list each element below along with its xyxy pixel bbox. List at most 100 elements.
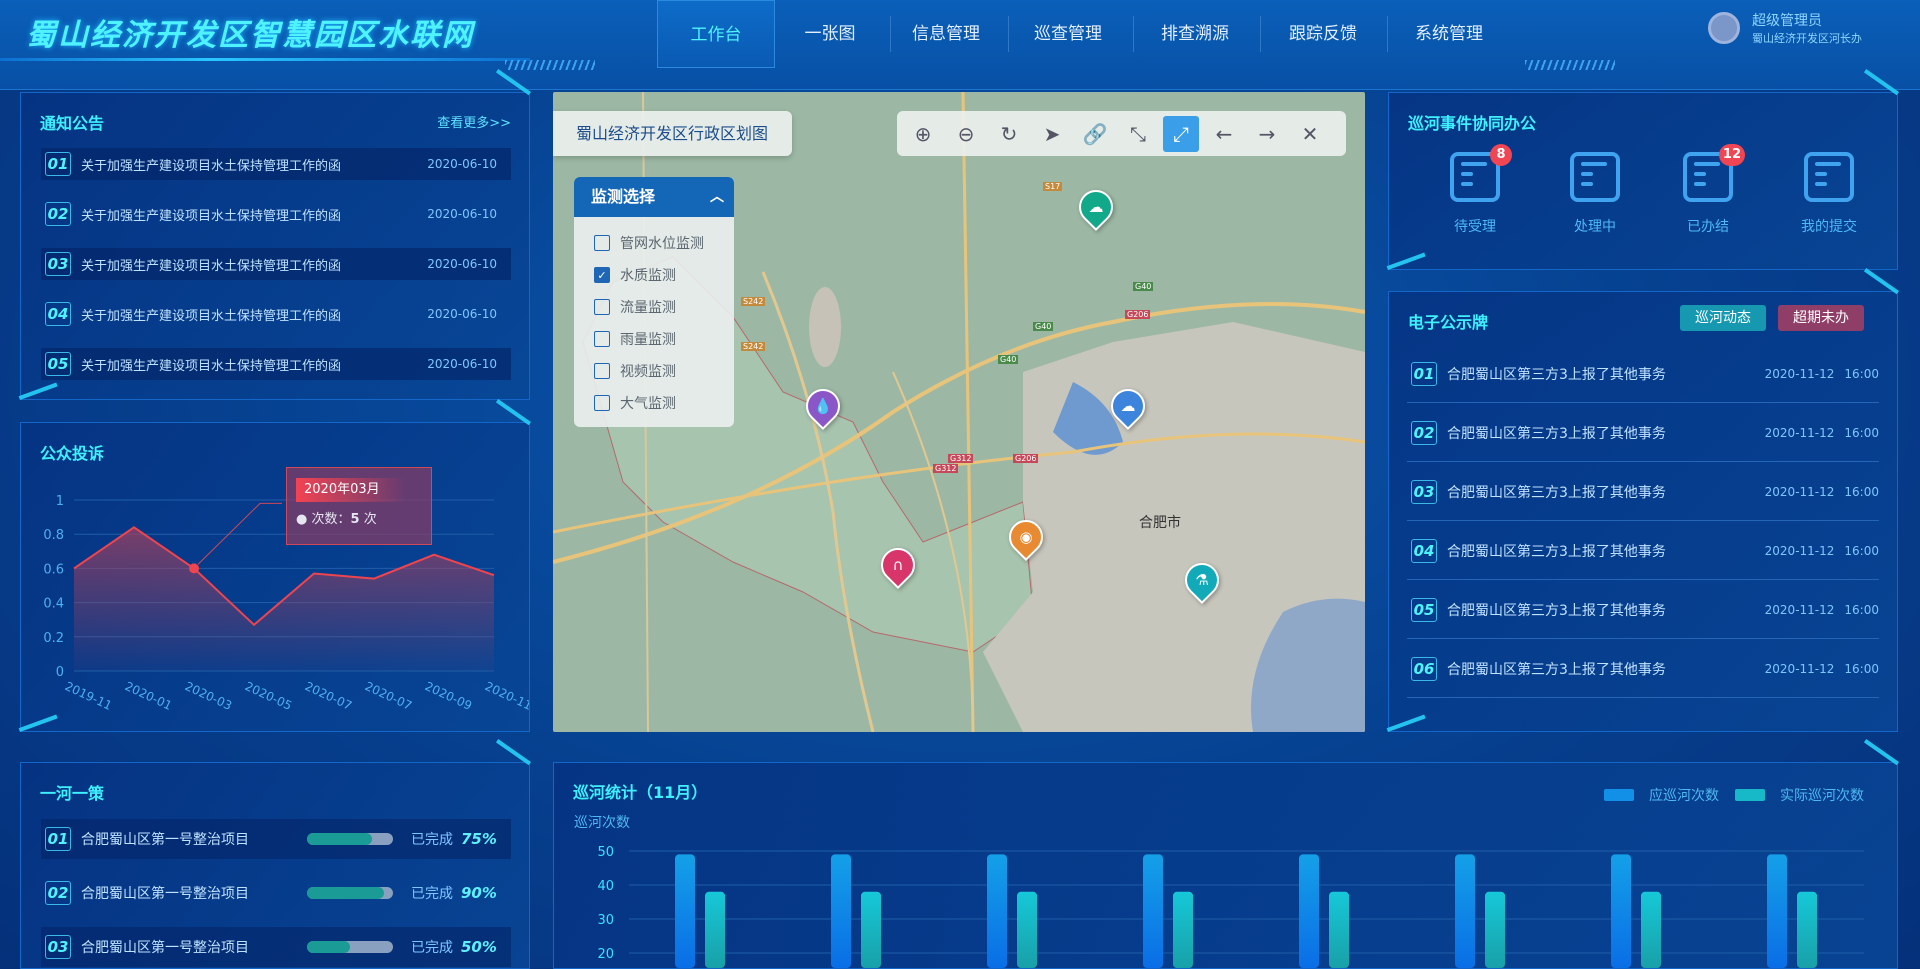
progress-percent: 50% [461, 938, 497, 956]
monitor-checkbox[interactable]: ✓ 水质监测 [574, 259, 734, 291]
item-number: 06 [1411, 656, 1437, 681]
complaint-chart[interactable]: 0 0.2 0.4 0.6 0.8 1 2019-11 2020-01 2020-03 2020-… [21, 423, 529, 731]
nav-divider [1008, 16, 1009, 52]
bar-planned [1143, 854, 1163, 968]
back-icon[interactable]: ← [1215, 121, 1233, 146]
count-badge: 12 [1718, 144, 1745, 166]
map-title: 蜀山经济开发区行政区划图 [553, 111, 792, 156]
notice-item[interactable]: 05 关于加强生产建设项目水土保持管理工作的函 2020-06-10 [41, 348, 511, 380]
notice-item[interactable]: 02 关于加强生产建设项目水土保持管理工作的函 2020-06-10 [41, 198, 511, 230]
panel-title: 电子公示牌 [1408, 313, 1489, 332]
y-tick-label: 0.4 [43, 597, 64, 612]
y-tick-label: 0.2 [43, 631, 64, 646]
tooltip-label: 次数： [311, 512, 351, 527]
road-label: G40 [1133, 282, 1154, 291]
project-name: 合肥蜀山区第一号整治项目 [81, 832, 249, 848]
notice-item[interactable]: 04 关于加强生产建设项目水土保持管理工作的函 2020-06-10 [41, 298, 511, 330]
notice-panel: 通知公告 查看更多>> 01 关于加强生产建设项目水土保持管理工作的函 2020-0… [20, 92, 530, 400]
event-label[interactable]: 待受理 [1454, 219, 1496, 235]
notice-date: 2020-06-10 [427, 157, 497, 171]
road-label: G312 [948, 454, 974, 463]
legend-swatch [1604, 789, 1634, 801]
event-2-icon[interactable]: 12 [1683, 144, 1745, 202]
locate-icon[interactable]: ➤ [1043, 121, 1061, 146]
nav-tab[interactable]: 巡查管理 [1034, 24, 1102, 44]
shrink-icon[interactable]: ⤡ [1130, 121, 1146, 146]
nav-tab[interactable]: 跟踪反馈 [1289, 24, 1357, 44]
notice-date: 2020-06-10 [427, 257, 497, 271]
checkbox-icon[interactable] [594, 331, 610, 347]
policy-item[interactable]: 02 合肥蜀山区第一号整治项目 已完成 90% [41, 873, 511, 913]
board-item[interactable]: 06 合肥蜀山区第三方3上报了其他事务 2020-11-12 16:00 [1407, 640, 1879, 698]
event-0-icon[interactable]: 8 [1450, 144, 1512, 202]
board-item[interactable]: 05 合肥蜀山区第三方3上报了其他事务 2020-11-12 16:00 [1407, 581, 1879, 639]
policy-item[interactable]: 01 合肥蜀山区第一号整治项目 已完成 75% [41, 819, 511, 859]
patrol-chart[interactable]: 巡河次数 50 40 30 20 应巡河次数 实际巡河次数 [554, 763, 1897, 968]
decor-stripes [1525, 60, 1615, 70]
y-tick-label: 1 [56, 494, 64, 509]
item-number: 01 [45, 827, 71, 851]
chevron-up-icon[interactable]: ︿ [710, 189, 724, 205]
zoom-out-icon[interactable]: ⊖ [957, 121, 975, 146]
nav-tab[interactable]: 信息管理 [912, 24, 980, 44]
checkbox-icon[interactable] [594, 395, 610, 411]
x-tick-label: 2020-03 [183, 679, 234, 713]
refresh-icon[interactable]: ↻ [1000, 121, 1018, 146]
board-item[interactable]: 02 合肥蜀山区第三方3上报了其他事务 2020-11-12 16:00 [1407, 404, 1879, 462]
event-label[interactable]: 处理中 [1574, 219, 1616, 235]
checkbox-icon[interactable] [594, 363, 610, 379]
board-time: 16:00 [1844, 602, 1879, 617]
monitor-checkbox[interactable]: 雨量监测 [574, 323, 734, 355]
monitor-checkbox[interactable]: 流量监测 [574, 291, 734, 323]
board-item[interactable]: 03 合肥蜀山区第三方3上报了其他事务 2020-11-12 16:00 [1407, 463, 1879, 521]
checkbox-icon[interactable] [594, 299, 610, 315]
bar-planned [675, 854, 695, 968]
map-view[interactable]: 合肥市 S17 G40 G40 G40 G206 S242 S242 G312 G312 G206… [553, 92, 1365, 732]
notice-title: 关于加强生产建设项目水土保持管理工作的函 [81, 258, 342, 274]
item-number: 02 [1411, 420, 1437, 445]
nav-tab[interactable]: 系统管理 [1415, 24, 1483, 44]
close-icon[interactable]: ✕ [1301, 121, 1319, 146]
notice-date: 2020-06-10 [427, 307, 497, 321]
board-tab[interactable]: 巡河动态 [1680, 305, 1766, 331]
board-text: 合肥蜀山区第三方3上报了其他事务 [1447, 543, 1666, 560]
road-label: G40 [1033, 322, 1054, 331]
monitor-checkbox[interactable]: 视频监测 [574, 355, 734, 387]
decor-stripes [505, 60, 595, 70]
monitor-checkbox[interactable]: 大气监测 [574, 387, 734, 419]
project-name: 合肥蜀山区第一号整治项目 [81, 940, 249, 956]
nav-tab[interactable]: 工作台 [657, 0, 775, 68]
notice-item[interactable]: 01 关于加强生产建设项目水土保持管理工作的函 2020-06-10 [41, 148, 511, 180]
notice-date: 2020-06-10 [427, 357, 497, 371]
legend-swatch [1735, 789, 1765, 801]
monitor-checkbox[interactable]: 管网水位监测 [574, 227, 734, 259]
bar-planned [1299, 854, 1319, 968]
notice-item[interactable]: 03 关于加强生产建设项目水土保持管理工作的函 2020-06-10 [41, 248, 511, 280]
nav-tab[interactable]: 排查溯源 [1161, 24, 1229, 44]
link-icon[interactable]: 🔗 [1082, 121, 1108, 146]
bar-planned [1767, 854, 1787, 968]
event-label[interactable]: 我的提交 [1801, 219, 1857, 235]
event-1-icon[interactable] [1570, 152, 1620, 202]
board-tab[interactable]: 超期未办 [1778, 305, 1864, 331]
forward-icon[interactable]: → [1258, 121, 1276, 146]
item-number: 01 [1411, 361, 1437, 386]
checkbox-icon[interactable] [594, 235, 610, 251]
monitor-panel-header[interactable]: 监测选择 ︿ [574, 177, 734, 217]
board-item[interactable]: 01 合肥蜀山区第三方3上报了其他事务 2020-11-12 16:00 [1407, 345, 1879, 403]
event-3-icon[interactable] [1804, 152, 1854, 202]
zoom-in-icon[interactable]: ⊕ [914, 121, 932, 146]
data-point [189, 563, 199, 574]
bar-actual [1797, 891, 1817, 968]
policy-item[interactable]: 03 合肥蜀山区第一号整治项目 已完成 50% [41, 927, 511, 967]
view-more-link[interactable]: 查看更多>> [437, 116, 511, 131]
board-text: 合肥蜀山区第三方3上报了其他事务 [1447, 484, 1666, 501]
checkbox-icon[interactable]: ✓ [594, 267, 610, 283]
board-item[interactable]: 04 合肥蜀山区第三方3上报了其他事务 2020-11-12 16:00 [1407, 522, 1879, 580]
fullscreen-icon[interactable]: ⤢ [1163, 115, 1199, 152]
event-label[interactable]: 已办结 [1687, 219, 1729, 235]
progress-percent: 90% [461, 884, 497, 902]
series-line [73, 526, 495, 627]
avatar[interactable] [1708, 12, 1740, 44]
nav-tab[interactable]: 一张图 [804, 24, 856, 44]
